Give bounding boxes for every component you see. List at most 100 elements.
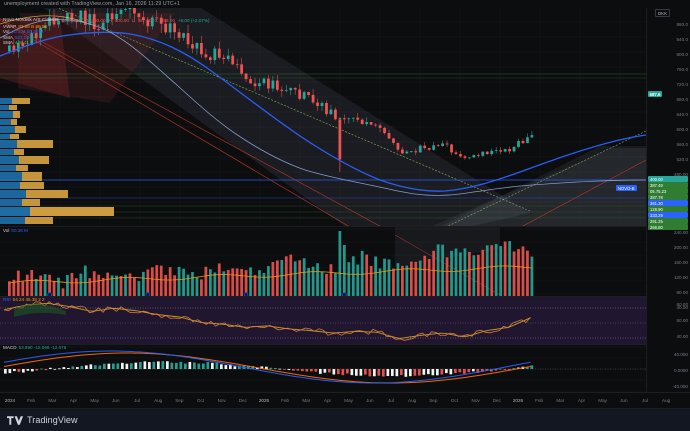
- volume-bar[interactable]: [141, 271, 145, 296]
- axis-flag-2[interactable]: 05.75.23: [648, 188, 688, 194]
- macd-hist-bar[interactable]: [494, 369, 498, 371]
- macd-hist-bar[interactable]: [184, 363, 187, 369]
- macd-hist-bar[interactable]: [130, 363, 133, 369]
- candle-body[interactable]: [70, 12, 74, 21]
- candle-body[interactable]: [392, 138, 395, 143]
- volume-bar[interactable]: [61, 288, 65, 296]
- macd-hist-bar[interactable]: [157, 361, 160, 369]
- axis-flag-3[interactable]: 387.78: [648, 194, 688, 200]
- volume-bar[interactable]: [25, 274, 29, 296]
- candle-body[interactable]: [88, 14, 92, 25]
- macd-hist-bar[interactable]: [400, 369, 403, 375]
- candle-body[interactable]: [159, 17, 163, 24]
- volume-bar[interactable]: [204, 266, 208, 296]
- macd-hist-bar[interactable]: [166, 361, 169, 369]
- macd-hist-bar[interactable]: [175, 362, 178, 369]
- macd-hist-bar[interactable]: [188, 361, 192, 369]
- macd-hist-bar[interactable]: [355, 369, 358, 376]
- candle-body[interactable]: [173, 23, 177, 33]
- candle-body[interactable]: [128, 8, 132, 10]
- macd-hist-bar[interactable]: [215, 362, 219, 369]
- macd-hist-bar[interactable]: [278, 368, 282, 370]
- volume-bar[interactable]: [195, 277, 199, 296]
- candle-body[interactable]: [119, 9, 123, 14]
- volume-bar[interactable]: [325, 273, 328, 296]
- volume-bar[interactable]: [503, 241, 507, 296]
- volume-bar[interactable]: [92, 271, 96, 296]
- volume-bar[interactable]: [249, 267, 252, 296]
- macd-hist-bar[interactable]: [49, 367, 52, 369]
- volume-bar[interactable]: [432, 250, 436, 296]
- macd-hist-bar[interactable]: [413, 369, 417, 376]
- volume-bar[interactable]: [177, 266, 181, 296]
- price-axis[interactable]: DKK 880.0 840.0 800.0 760.0 720.0 680.0 640.0 6…: [616, 8, 690, 392]
- volume-profile[interactable]: [0, 98, 114, 224]
- volume-bar[interactable]: [293, 261, 297, 296]
- candle-body[interactable]: [275, 80, 279, 90]
- volume-bar[interactable]: [101, 277, 105, 296]
- macd-hist-bar[interactable]: [467, 369, 471, 373]
- candle-body[interactable]: [204, 54, 208, 58]
- candle-body[interactable]: [83, 10, 87, 25]
- axis-flag-0[interactable]: 400.00: [648, 176, 688, 182]
- macd-hist-bar[interactable]: [260, 366, 264, 369]
- macd-hist-bar[interactable]: [220, 364, 223, 369]
- macd-hist-bar[interactable]: [305, 369, 309, 372]
- axis-flag-8[interactable]: 266.80: [648, 224, 688, 230]
- candle-body[interactable]: [401, 149, 404, 154]
- macd-hist-bar[interactable]: [350, 369, 354, 376]
- volume-bar[interactable]: [445, 257, 449, 296]
- candlestick-series[interactable]: [8, 8, 534, 172]
- macd-hist-bar[interactable]: [373, 369, 376, 377]
- macd-hist-bar[interactable]: [247, 365, 250, 369]
- macd-hist-bar[interactable]: [8, 369, 12, 374]
- volume-bar[interactable]: [182, 268, 185, 296]
- volume-bar[interactable]: [342, 245, 346, 296]
- volume-bar[interactable]: [155, 265, 159, 296]
- volume-bar[interactable]: [240, 269, 244, 296]
- volume-bar[interactable]: [79, 273, 83, 296]
- macd-hist-bar[interactable]: [382, 369, 385, 377]
- volume-bar[interactable]: [481, 249, 485, 296]
- macd-hist-bar[interactable]: [67, 367, 70, 369]
- macd-hist-bar[interactable]: [13, 369, 16, 372]
- volume-bar[interactable]: [267, 266, 270, 296]
- volume-bar[interactable]: [401, 265, 404, 296]
- macd-signal-line[interactable]: [3, 352, 531, 384]
- volume-bar[interactable]: [57, 277, 60, 296]
- candle-body[interactable]: [405, 151, 409, 154]
- candle-body[interactable]: [217, 48, 221, 58]
- sma-long-line[interactable]: [0, 31, 646, 192]
- macd-hist-bar[interactable]: [17, 369, 21, 372]
- volume-bar[interactable]: [16, 270, 20, 296]
- candle-body[interactable]: [39, 27, 43, 39]
- candle-body[interactable]: [43, 25, 47, 28]
- candle-body[interactable]: [512, 146, 516, 152]
- macd-hist-bar[interactable]: [80, 365, 84, 369]
- volume-bar[interactable]: [499, 246, 503, 296]
- candle-body[interactable]: [347, 118, 351, 120]
- macd-hist-bar[interactable]: [116, 363, 120, 369]
- macd-hist-bar[interactable]: [485, 369, 489, 371]
- volume-event-marker[interactable]: [243, 292, 249, 296]
- candle-body[interactable]: [414, 151, 418, 153]
- price-pane[interactable]: Novo Nordisk A/S Class B OMXCOP O 390.00…: [0, 8, 646, 226]
- macd-hist-bar[interactable]: [436, 369, 439, 376]
- volume-bar[interactable]: [334, 273, 337, 296]
- candle-body[interactable]: [334, 109, 337, 120]
- candle-body[interactable]: [387, 133, 391, 139]
- candle-body[interactable]: [79, 10, 83, 22]
- volume-bar[interactable]: [485, 245, 489, 296]
- axis-flag-4[interactable]: 361.30: [648, 200, 688, 206]
- candle-body[interactable]: [441, 143, 444, 146]
- macd-hist-bar[interactable]: [134, 362, 138, 369]
- macd-hist-bar[interactable]: [224, 365, 228, 369]
- candle-body[interactable]: [141, 17, 145, 20]
- volume-bar[interactable]: [39, 275, 43, 296]
- macd-hist-bar[interactable]: [94, 365, 97, 369]
- volume-bar[interactable]: [52, 280, 56, 296]
- candle-body[interactable]: [195, 42, 199, 49]
- volume-bar[interactable]: [137, 281, 141, 296]
- macd-hist-bar[interactable]: [112, 363, 115, 369]
- candle-body[interactable]: [432, 145, 436, 150]
